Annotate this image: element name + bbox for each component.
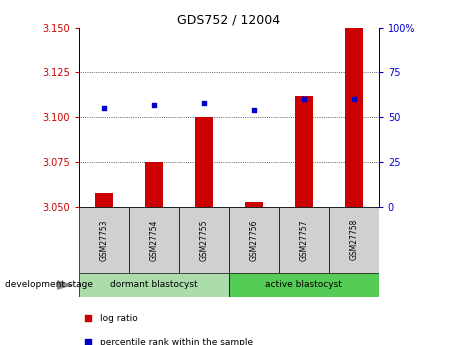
Text: GSM27754: GSM27754 bbox=[149, 219, 158, 260]
Polygon shape bbox=[57, 280, 74, 290]
Bar bbox=[229, 273, 379, 297]
Text: GSM27755: GSM27755 bbox=[199, 219, 208, 260]
Text: GSM27753: GSM27753 bbox=[99, 219, 108, 260]
Bar bbox=[129, 207, 179, 273]
Bar bbox=[145, 162, 163, 207]
Point bbox=[100, 106, 107, 111]
Bar bbox=[229, 207, 279, 273]
Bar bbox=[79, 273, 229, 297]
Bar bbox=[279, 207, 329, 273]
Text: GSM27757: GSM27757 bbox=[299, 219, 308, 260]
Text: log ratio: log ratio bbox=[100, 314, 138, 323]
Point bbox=[250, 107, 258, 113]
Bar bbox=[95, 193, 113, 207]
Text: dormant blastocyst: dormant blastocyst bbox=[110, 280, 198, 289]
Text: percentile rank within the sample: percentile rank within the sample bbox=[100, 338, 253, 345]
Text: development stage: development stage bbox=[5, 280, 92, 289]
Point bbox=[150, 102, 157, 108]
Text: active blastocyst: active blastocyst bbox=[266, 280, 342, 289]
Text: GSM27758: GSM27758 bbox=[350, 219, 359, 260]
Bar bbox=[195, 117, 212, 207]
Point bbox=[84, 315, 92, 321]
Bar bbox=[345, 28, 363, 207]
Point bbox=[84, 339, 92, 345]
Bar bbox=[295, 96, 313, 207]
Point bbox=[300, 97, 308, 102]
Bar bbox=[79, 207, 129, 273]
Bar bbox=[179, 207, 229, 273]
Title: GDS752 / 12004: GDS752 / 12004 bbox=[177, 13, 281, 27]
Text: GSM27756: GSM27756 bbox=[249, 219, 258, 260]
Bar bbox=[329, 207, 379, 273]
Point bbox=[200, 100, 207, 106]
Point bbox=[350, 97, 358, 102]
Bar bbox=[245, 201, 262, 207]
